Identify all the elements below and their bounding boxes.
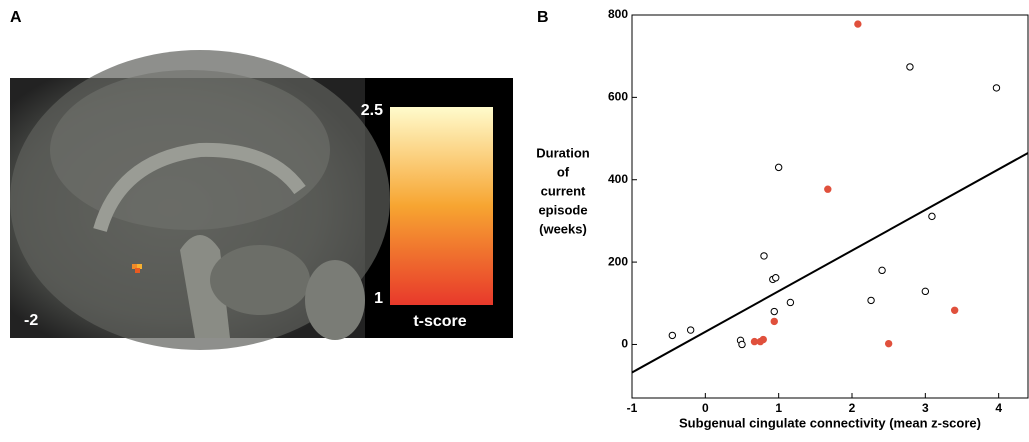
panel-label: B xyxy=(537,9,549,26)
y-axis-label: current xyxy=(541,183,586,198)
data-point xyxy=(775,164,781,170)
colorbar-label: t-score xyxy=(413,313,466,330)
data-point xyxy=(951,307,957,313)
data-point xyxy=(825,186,831,192)
data-point xyxy=(929,213,935,219)
trend-line xyxy=(632,153,1028,373)
colorbar xyxy=(390,107,493,305)
y-tick-label: 400 xyxy=(608,172,628,186)
data-point xyxy=(669,332,675,338)
x-tick-label: 2 xyxy=(849,401,856,415)
data-point xyxy=(687,327,693,333)
data-point xyxy=(922,288,928,294)
data-point xyxy=(868,297,874,303)
panel-a: A -2 t-score xyxy=(10,9,513,350)
y-axis-label: episode xyxy=(538,202,587,217)
data-point xyxy=(787,299,793,305)
data-point xyxy=(993,85,999,91)
x-tick-label: 3 xyxy=(922,401,929,415)
data-point xyxy=(773,275,779,281)
x-tick-label: 0 xyxy=(702,401,709,415)
y-tick-label: 800 xyxy=(608,7,628,21)
x-axis-label: Subgenual cingulate connectivity (mean z… xyxy=(679,415,981,430)
panel-b: B -1 0 1 2 3 4 0 200 400 600 800 Subgenual cingulat… xyxy=(536,7,1028,430)
colorbar-tick-label: 2.5 xyxy=(361,102,383,119)
data-point xyxy=(761,253,767,259)
data-point xyxy=(739,341,745,347)
x-tick-label: 1 xyxy=(775,401,782,415)
data-point xyxy=(771,308,777,314)
y-tick-label: 0 xyxy=(621,337,628,351)
y-axis-label: of xyxy=(557,164,570,179)
data-point xyxy=(771,318,777,324)
brain-image xyxy=(10,50,390,350)
figure: A -2 t-score B -1 0 1 2 3 4 0 200 400 600 800 Subge… xyxy=(0,0,1029,437)
y-axis-label: Duration xyxy=(536,145,590,160)
x-tick-label: 4 xyxy=(995,401,1002,415)
slice-label: -2 xyxy=(24,312,38,329)
y-tick-label: 200 xyxy=(608,254,628,268)
y-tick-label: 600 xyxy=(608,90,628,104)
colorbar-tick-label: 1 xyxy=(374,290,383,307)
data-point xyxy=(885,340,891,346)
data-point xyxy=(855,21,861,27)
data-point xyxy=(760,336,766,342)
y-axis-label: (weeks) xyxy=(539,221,587,236)
x-tick-label: -1 xyxy=(627,401,638,415)
data-point xyxy=(879,267,885,273)
panel-label: A xyxy=(10,9,22,26)
data-point xyxy=(907,64,913,70)
